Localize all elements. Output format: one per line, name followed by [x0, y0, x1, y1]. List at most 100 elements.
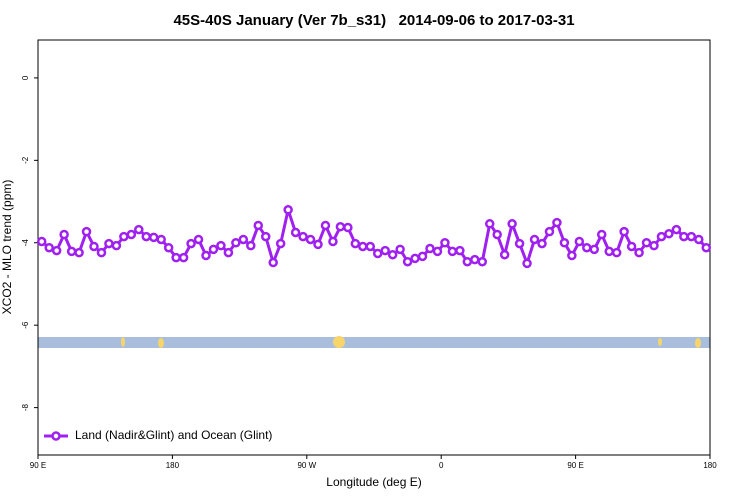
data-point — [410, 253, 420, 264]
x-tick-label: 90 W — [297, 461, 316, 470]
data-point — [574, 236, 585, 247]
data-point — [89, 241, 99, 252]
chart-title: 45S-40S January (Ver 7b_s31) 2014-09-06 … — [173, 12, 574, 29]
data-point — [529, 234, 540, 245]
data-point — [432, 246, 443, 257]
data-point — [171, 252, 181, 263]
data-point — [343, 222, 353, 233]
data-point — [36, 236, 47, 247]
y-tick-label: -8 — [21, 404, 30, 412]
data-point — [305, 234, 316, 245]
data-point — [649, 240, 659, 251]
data-point — [156, 234, 166, 245]
data-point — [634, 247, 644, 258]
data-point — [96, 247, 107, 258]
data-point — [522, 258, 532, 269]
data-point — [619, 226, 629, 237]
y-tick-label: -2 — [21, 156, 30, 164]
data-point — [402, 256, 413, 267]
data-point — [611, 247, 622, 258]
data-point — [335, 221, 346, 232]
data-point — [148, 232, 159, 243]
data-point — [201, 250, 211, 261]
data-point — [596, 229, 607, 240]
data-point — [51, 245, 62, 256]
data-point — [470, 254, 480, 265]
x-axis-label: Longitude (deg E) — [326, 475, 421, 489]
data-point — [350, 238, 361, 249]
data-point — [701, 242, 712, 253]
data-point — [694, 234, 704, 245]
data-point — [664, 228, 674, 239]
data-point — [440, 238, 450, 248]
data-point — [268, 257, 278, 268]
data-point — [552, 217, 562, 228]
data-point — [365, 241, 376, 252]
data-point — [484, 219, 495, 229]
data-point — [253, 220, 264, 231]
data-point — [328, 236, 338, 247]
data-point — [626, 241, 637, 252]
x-tick-label: 90 E — [30, 461, 46, 470]
legend-label: Land (Nadir&Glint) and Ocean (Glint) — [75, 428, 272, 442]
data-point — [499, 249, 510, 260]
data-point — [395, 244, 405, 255]
data-point — [380, 245, 390, 256]
data-point — [223, 247, 234, 258]
x-tick-label: 90 E — [567, 461, 583, 470]
y-tick-label: 0 — [21, 75, 30, 80]
land-ocean-strip — [38, 336, 710, 348]
data-point — [104, 238, 114, 249]
data-point — [186, 238, 196, 249]
data-point — [141, 231, 152, 242]
data-point — [193, 234, 204, 245]
data-point — [59, 229, 69, 240]
data-point — [656, 231, 667, 242]
data-point — [582, 242, 592, 253]
data-point — [604, 246, 614, 257]
data-point — [514, 238, 525, 249]
data-point — [387, 249, 398, 260]
data-point — [238, 234, 249, 245]
data-point — [260, 231, 271, 242]
data-point — [455, 245, 465, 256]
data-point — [425, 243, 435, 254]
data-point — [447, 246, 458, 257]
data-point — [208, 244, 219, 255]
data-point — [246, 240, 256, 251]
data-point — [313, 239, 323, 250]
data-point — [462, 256, 473, 267]
data-point — [507, 219, 517, 229]
x-tick-label: 180 — [703, 461, 717, 470]
data-point — [358, 241, 368, 252]
data-point — [686, 231, 697, 242]
y-tick-label: -4 — [21, 239, 30, 247]
data-point — [74, 247, 84, 258]
data-point — [417, 251, 428, 262]
data-point — [119, 231, 129, 242]
data-point — [216, 240, 226, 251]
data-point — [641, 238, 652, 248]
data-point — [589, 244, 600, 255]
data-point — [178, 252, 189, 263]
data-point — [290, 227, 301, 238]
data-point — [320, 220, 331, 231]
data-point — [567, 250, 577, 261]
data-point — [134, 224, 144, 235]
data-point — [66, 246, 77, 257]
data-point — [298, 231, 308, 242]
data-point — [477, 256, 488, 267]
data-point — [492, 229, 502, 240]
x-tick-label: 0 — [439, 461, 444, 470]
data-point — [544, 226, 555, 237]
data-point — [679, 231, 689, 242]
data-point — [163, 242, 174, 253]
data-point — [559, 238, 570, 248]
data-point — [283, 205, 293, 215]
data-point — [231, 238, 241, 248]
x-tick-label: 180 — [166, 461, 180, 470]
data-point — [81, 226, 92, 237]
data-point — [275, 238, 286, 249]
legend-marker — [51, 431, 61, 441]
